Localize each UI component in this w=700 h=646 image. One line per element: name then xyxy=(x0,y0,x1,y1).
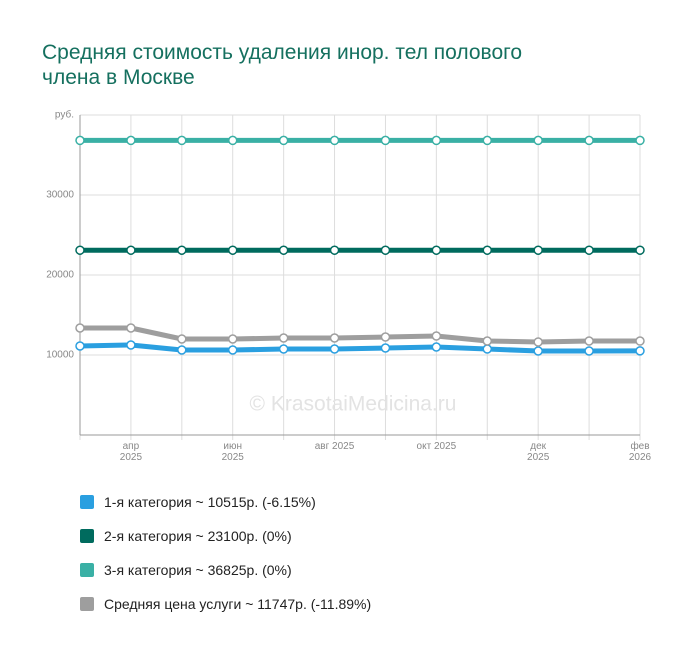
legend-swatch xyxy=(80,495,94,509)
data-point xyxy=(278,135,289,146)
x-tick-label: дек 2025 xyxy=(527,441,550,463)
legend-swatch xyxy=(80,597,94,611)
y-tick-label: 10000 xyxy=(46,350,74,361)
series-line xyxy=(79,342,641,354)
y-tick-label: руб. xyxy=(55,109,74,121)
data-point xyxy=(482,336,493,346)
data-point xyxy=(126,245,136,255)
data-point xyxy=(584,135,594,146)
data-point xyxy=(75,323,85,333)
data-point xyxy=(126,323,136,333)
legend-swatch xyxy=(80,529,94,543)
data-point xyxy=(227,245,238,255)
data-point xyxy=(227,345,238,355)
watermark: © KrasotaiMedicina.ru xyxy=(250,393,457,416)
data-point xyxy=(329,135,340,146)
data-point xyxy=(329,245,340,255)
y-tick-label: 30000 xyxy=(46,190,74,201)
data-point xyxy=(177,245,187,255)
data-point xyxy=(635,346,645,356)
data-point xyxy=(584,346,594,356)
data-point xyxy=(126,135,136,146)
legend-item: 3-я категория ~ 36825р. (0%) xyxy=(80,553,371,587)
x-tick-label: авг 2025 xyxy=(314,441,355,452)
legend-label: Средняя цена услуги ~ 11747р. (-11.89%) xyxy=(104,596,372,612)
data-point xyxy=(380,135,391,146)
data-point xyxy=(126,340,136,350)
data-point xyxy=(75,245,85,255)
data-point xyxy=(482,344,493,354)
x-tick-label: июн 2025 xyxy=(221,441,244,463)
series-line xyxy=(80,325,641,345)
data-point xyxy=(431,342,442,352)
x-tick-label: фев 2026 xyxy=(628,441,652,463)
data-point xyxy=(278,333,289,343)
data-point xyxy=(278,245,289,255)
data-point xyxy=(533,135,543,146)
data-point xyxy=(482,245,493,255)
legend-item: Средняя цена услуги ~ 11747р. (-11.89%) xyxy=(80,587,371,621)
data-point xyxy=(533,245,543,255)
legend-item: 2-я категория ~ 23100р. (0%) xyxy=(80,519,371,553)
data-point xyxy=(227,135,238,146)
data-point xyxy=(177,345,187,355)
legend-swatch xyxy=(80,563,94,577)
data-point xyxy=(75,341,85,351)
data-point xyxy=(227,334,238,344)
data-point xyxy=(380,332,391,342)
data-point xyxy=(533,337,543,347)
data-point xyxy=(635,135,645,146)
data-point xyxy=(380,245,391,255)
chart-title: Средняя стоимость удаления инор. тел пол… xyxy=(42,41,523,89)
x-tick-label: апр 2025 xyxy=(119,441,143,463)
data-point xyxy=(635,245,645,255)
data-point xyxy=(177,334,187,344)
data-point xyxy=(278,344,289,354)
data-point xyxy=(329,344,340,354)
data-point xyxy=(177,135,187,146)
data-point xyxy=(431,331,442,341)
data-point xyxy=(431,135,442,146)
y-tick-label: 20000 xyxy=(46,270,74,281)
legend: 1-я категория ~ 10515р. (-6.15%) 2-я кате… xyxy=(80,485,371,621)
legend-label: 2-я категория ~ 23100р. (0%) xyxy=(104,528,292,544)
x-tick-label: окт 2025 xyxy=(416,441,457,452)
data-point xyxy=(584,336,594,346)
data-point xyxy=(533,346,543,356)
data-point xyxy=(380,343,391,353)
data-point xyxy=(431,245,442,255)
legend-label: 1-я категория ~ 10515р. (-6.15%) xyxy=(104,494,316,510)
data-point xyxy=(584,245,594,255)
data-point xyxy=(329,333,340,343)
data-point xyxy=(635,336,645,346)
legend-item: 1-я категория ~ 10515р. (-6.15%) xyxy=(80,485,371,519)
legend-label: 3-я категория ~ 36825р. (0%) xyxy=(104,562,292,578)
data-point xyxy=(482,135,493,146)
data-point xyxy=(75,135,85,146)
